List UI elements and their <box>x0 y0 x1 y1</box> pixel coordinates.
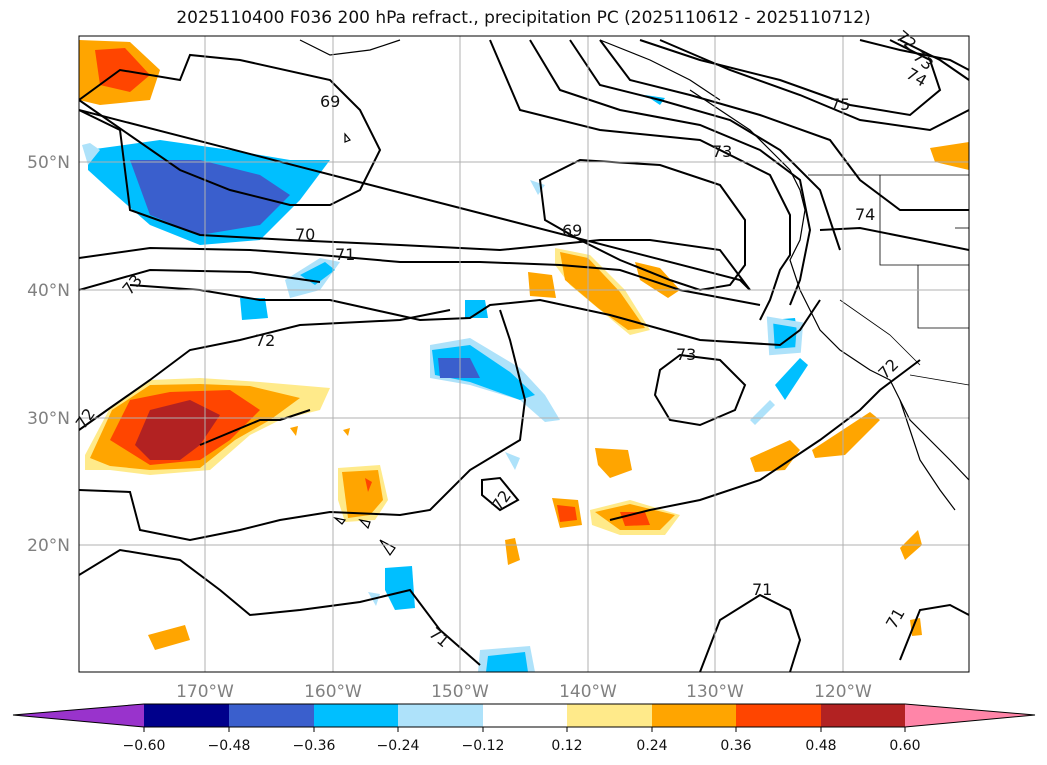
lon-tick-label: 140°W <box>559 682 617 702</box>
refractivity-contours <box>79 39 969 672</box>
contour-label: 70 <box>295 225 315 244</box>
map-frame <box>78 35 970 673</box>
colorbar-segment <box>144 704 229 727</box>
lon-tick-label: 150°W <box>431 682 489 702</box>
hawaii-island <box>379 539 396 557</box>
alaska-coast <box>299 39 401 56</box>
colorbar-segment <box>567 704 652 727</box>
lat-tick-label: 20°N <box>27 536 70 556</box>
contour-label: 69 <box>320 92 340 111</box>
colorbar-tick-label: 0.60 <box>889 738 920 754</box>
contour-line <box>859 39 969 71</box>
contour-line <box>79 246 761 306</box>
contour-label: 71 <box>752 580 772 599</box>
contour-line <box>599 39 969 211</box>
colorbar-segment <box>13 704 144 727</box>
precip-shading <box>79 40 969 672</box>
lon-tick-label: 130°W <box>686 682 744 702</box>
contour-line <box>699 593 802 672</box>
colorbar-tick-label: −0.36 <box>293 738 336 754</box>
lon-tick-label: 120°W <box>814 682 872 702</box>
contour-label: 71 <box>335 245 355 264</box>
contour-line <box>569 39 841 251</box>
lat-tick-label: 30°N <box>27 409 70 429</box>
contour-label: 72 <box>255 331 275 350</box>
contour-line <box>659 39 969 132</box>
colorbar-segment <box>652 704 736 727</box>
lon-tick-label: 170°W <box>176 682 234 702</box>
baja-california <box>899 399 956 511</box>
north-america-coast <box>689 89 969 481</box>
lat-tick-label: 50°N <box>27 153 70 173</box>
political-borders <box>808 174 969 386</box>
contour-line <box>899 603 969 661</box>
contour-line <box>899 39 969 81</box>
lat-tick-label: 40°N <box>27 281 70 301</box>
colorbar-tick-label: −0.12 <box>462 738 505 754</box>
state-border <box>917 265 969 329</box>
contour-label: 73 <box>712 142 732 161</box>
contour-label: 74 <box>855 205 875 224</box>
colorbar-segment <box>229 704 314 727</box>
colorbar-tick-label: 0.12 <box>551 738 582 754</box>
map-title: 2025110400 F036 200 hPa refract., precip… <box>176 8 871 28</box>
lon-tick-label: 160°W <box>304 682 362 702</box>
contour-line <box>538 158 746 292</box>
colorbar-segment <box>398 704 483 727</box>
colorbar-segment <box>821 704 905 727</box>
longitude-ticks: 170°W 160°W 150°W 140°W 130°W 120°W <box>176 682 872 702</box>
latitude-ticks: 50°N 40°N 30°N 20°N <box>27 153 70 556</box>
colorbar-segment <box>905 704 1035 727</box>
colorbar: −0.60 −0.48 −0.36 −0.24 −0.12 0.12 0.24 … <box>12 703 1036 754</box>
colorbar-tick-label: 0.36 <box>720 738 751 754</box>
alaska-panhandle <box>599 39 721 101</box>
colorbar-tick-label: −0.60 <box>123 738 166 754</box>
mexico-border <box>909 374 969 386</box>
state-border <box>879 175 969 266</box>
colorbar-tick-label: −0.24 <box>377 738 420 754</box>
contour-line <box>481 476 520 512</box>
contour-line <box>79 268 321 291</box>
coastlines <box>299 39 969 557</box>
map-background <box>79 36 969 672</box>
island <box>344 132 351 143</box>
contour-line <box>653 353 747 427</box>
contour-label: 73 <box>676 345 696 364</box>
colorbar-segment <box>483 704 567 727</box>
contour-line <box>199 409 311 446</box>
contour-label: 69 <box>562 221 582 240</box>
contour-line <box>819 226 969 251</box>
colorbar-tick-label: −0.48 <box>208 738 251 754</box>
hawaii-island <box>358 519 371 530</box>
hawaii-island <box>332 516 347 525</box>
contour-line <box>489 39 791 321</box>
contour-line <box>79 309 451 431</box>
colorbar-tick-label: 0.24 <box>636 738 667 754</box>
graticule <box>79 36 969 672</box>
contour-line <box>609 359 921 521</box>
contour-label: 75 <box>830 95 850 114</box>
contour-line <box>79 548 481 666</box>
contour-line <box>529 39 812 306</box>
contour-line <box>79 53 382 206</box>
colorbar-tick-label: 0.48 <box>805 738 836 754</box>
map-content <box>79 39 969 672</box>
colorbar-segment <box>736 704 821 727</box>
contour-line <box>79 309 527 542</box>
state-border <box>839 299 921 366</box>
contour-line <box>129 284 821 347</box>
colorbar-segment <box>314 704 398 727</box>
